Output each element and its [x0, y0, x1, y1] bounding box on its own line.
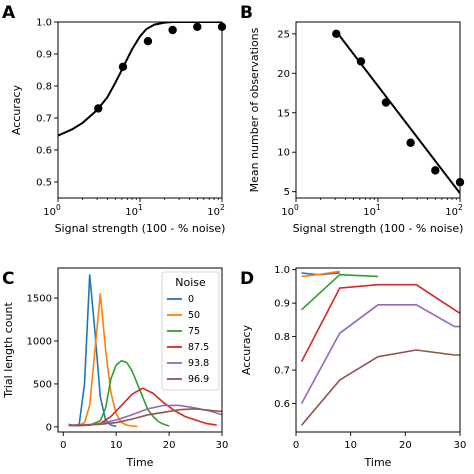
legend-label: 75 [188, 326, 200, 337]
y-axis-label: Accuracy [240, 324, 253, 375]
x-tick-label: 100 [281, 203, 299, 218]
legend-label: 50 [188, 310, 200, 321]
series-line-50 [301, 270, 340, 278]
y-tick-label: 25 [277, 29, 290, 40]
fit-curve [335, 30, 460, 194]
y-tick-label: 0.9 [274, 299, 290, 310]
x-tick-label: 10 [110, 440, 123, 451]
axes-frame [57, 21, 223, 199]
y-tick-label: 1000 [27, 336, 52, 347]
series-line-93.8 [300, 303, 460, 404]
legend-label: 87.5 [188, 342, 209, 353]
data-point [356, 57, 366, 66]
panel-b: B 100 101 102 5 10 15 20 25 Signal strength (100 … [240, 3, 465, 235]
data-point [168, 25, 177, 35]
x-tick-label: 10 [344, 440, 357, 451]
x-tick-label: 102 [445, 203, 463, 218]
data-point [381, 98, 391, 107]
y-tick-label: 10 [277, 148, 290, 159]
series-line-96.9 [300, 349, 460, 426]
plot-area [68, 274, 222, 428]
axes-frame [295, 267, 461, 433]
plot-area [335, 30, 460, 194]
plot-area [58, 22, 222, 137]
x-axis-label: Signal strength (100 - % noise) [293, 222, 464, 235]
y-tick-label: 0.6 [274, 399, 290, 410]
x-tick-label: 102 [207, 203, 225, 218]
data-point [143, 37, 153, 46]
data-point [193, 22, 202, 31]
y-axis-label: Accuracy [10, 84, 23, 135]
x-tick-label: 30 [216, 440, 229, 451]
x-tick-label: 101 [125, 203, 143, 218]
data-point [332, 29, 341, 39]
axes-frame [295, 21, 461, 199]
legend-label: 93.8 [188, 358, 209, 369]
y-axis-label: Mean number of observations [248, 27, 261, 192]
y-tick-label: 1500 [27, 294, 52, 305]
y-tick-label: 20 [277, 69, 290, 80]
y-tick-label: 0 [46, 422, 52, 433]
x-tick-label: 0 [293, 440, 299, 451]
legend-title: Noise [175, 276, 206, 289]
legend-box [161, 271, 220, 391]
y-tick-label: 1.0 [36, 18, 52, 29]
legend: Noise 0 50 75 87.5 93.8 96.9 [161, 271, 220, 391]
y-tick-label: 0.9 [36, 50, 52, 61]
y-tick-label: 500 [33, 379, 52, 390]
y-tick-label: 0.6 [36, 146, 52, 157]
y-axis-label: Trial length count [2, 302, 15, 399]
legend-label: 0 [188, 294, 194, 305]
x-axis-label: Time [126, 456, 154, 469]
panel-label: B [240, 3, 253, 23]
plot-area [300, 270, 460, 426]
y-tick-label: 0.8 [36, 82, 52, 93]
axes-frame [57, 267, 223, 433]
series-line-75 [68, 359, 170, 427]
series-line-87.5 [300, 283, 460, 363]
y-tick-label: 0.8 [274, 332, 290, 343]
y-tick-label: 15 [277, 108, 290, 119]
data-point [118, 62, 128, 71]
fit-curve [58, 22, 222, 137]
x-tick-label: 101 [363, 203, 381, 218]
x-axis-label: Time [364, 456, 392, 469]
y-tick-label: 5 [284, 187, 290, 198]
x-tick-label: 30 [454, 440, 467, 451]
panel-d: D 0 10 20 30 0.6 0.7 0.8 0.9 1.0 Time Accuracy [240, 265, 466, 469]
y-tick-label: 0.7 [274, 366, 290, 377]
panel-label: D [240, 269, 254, 289]
panel-label: A [2, 3, 16, 23]
x-tick-label: 20 [399, 440, 412, 451]
data-point [94, 104, 103, 113]
series-line-96.9 [68, 407, 222, 427]
panel-a: A 100 101 102 0.5 0.6 0.7 0.8 0.9 1.0 Signal stren… [2, 3, 227, 235]
legend-label: 96.9 [188, 374, 209, 385]
data-point [431, 166, 440, 175]
y-tick-label: 0.5 [36, 178, 52, 189]
x-tick-label: 100 [43, 203, 61, 218]
data-point [406, 138, 415, 147]
y-tick-label: 0.7 [36, 114, 52, 125]
series-line-0 [68, 274, 117, 428]
panel-label: C [2, 269, 14, 289]
x-tick-label: 0 [60, 440, 66, 451]
series-line-75 [300, 273, 379, 311]
x-axis-label: Signal strength (100 - % noise) [55, 222, 226, 235]
y-tick-label: 1.0 [274, 265, 290, 276]
x-tick-label: 20 [163, 440, 176, 451]
